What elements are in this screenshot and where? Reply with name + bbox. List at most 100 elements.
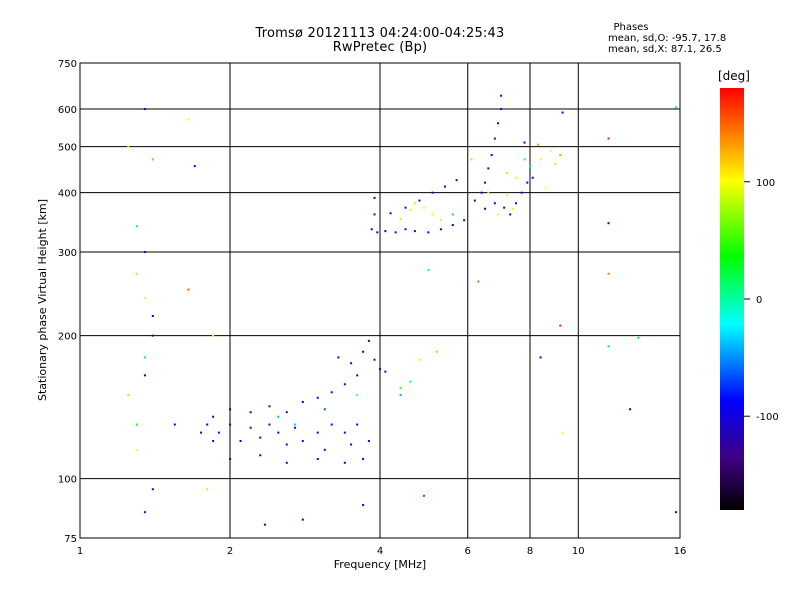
data-point [539,158,542,161]
x-axis-label: Frequency [MHz] [334,558,426,571]
data-point [399,218,402,221]
data-point [337,356,340,359]
data-point [343,461,346,464]
data-point [143,511,146,514]
data-point [422,494,425,497]
data-point [607,345,610,348]
data-point [362,504,365,507]
data-point [285,411,288,414]
data-point [384,370,387,373]
data-point [529,165,531,168]
data-point [451,213,454,216]
x-tick-label: 4 [377,546,383,557]
data-point [549,149,552,152]
data-point [268,405,271,408]
data-point [484,181,487,184]
data-point [389,212,392,215]
data-point [536,143,539,146]
data-point [637,336,640,339]
data-point [356,423,359,426]
y-tick-label: 200 [58,332,77,343]
data-point [143,356,146,359]
data-point [431,213,434,216]
data-point [422,206,425,209]
data-point [356,394,359,397]
colorbar-tick-label: -100 [756,412,779,423]
data-point [367,440,370,443]
data-point [301,401,304,404]
data-point [356,374,359,377]
data-point [316,431,319,434]
data-point [212,415,215,418]
y-axis-label: Stationary phase Virtual Height [km] [36,199,49,401]
y-tick-labels: 75 100 200 300 400 500 600 750 [58,59,77,545]
data-point [362,457,365,460]
data-point [607,272,610,275]
data-point [470,158,473,161]
data-point [526,181,529,184]
data-point [418,358,421,361]
data-point [316,457,319,460]
colorbar [720,88,744,510]
data-point [409,380,412,383]
data-point [193,165,196,168]
data-point [674,106,677,109]
data-point [629,408,632,411]
data-point [523,141,526,144]
data-point [455,179,458,182]
data-point [301,518,304,521]
data-point [399,394,402,397]
data-point [330,423,333,426]
data-point [350,443,353,446]
data-point [512,207,515,210]
data-point [490,154,493,157]
data-point [493,137,496,140]
data-point [451,223,454,226]
data-point [439,219,442,222]
y-tick-label: 300 [58,248,77,259]
data-point [151,315,154,318]
colorbar-label: [deg] [718,69,750,83]
data-point [500,94,503,97]
data-point [293,426,296,429]
data-point [143,374,146,377]
data-point [316,396,319,399]
data-point [263,523,266,526]
x-tick-label: 6 [465,546,471,557]
data-point [285,461,288,464]
data-point [509,213,512,216]
data-point [413,230,416,233]
data-point [330,391,333,394]
data-point [443,185,446,188]
data-point [323,448,326,451]
y-tick-label: 100 [58,475,77,486]
data-point [376,231,379,234]
data-point [399,387,402,390]
data-point [200,431,203,434]
data-point [350,362,353,365]
data-point [413,202,416,205]
data-point [431,191,434,194]
data-point [404,228,407,231]
data-point [427,231,430,234]
data-point [506,194,509,197]
phases-title: Phases [613,22,649,33]
data-point [561,111,564,114]
data-point [187,118,190,121]
data-point [229,423,231,426]
data-point [531,176,534,179]
data-point [370,228,373,231]
x-tick-labels: 1 2 4 6 8 10 16 [77,546,687,557]
data-point [151,158,154,161]
data-point [301,440,304,443]
y-tick-label: 750 [58,59,77,70]
data-point [409,208,412,211]
colorbar-ticks: 100 0 -100 [744,178,779,423]
data-point [127,394,130,397]
data-point [439,228,442,231]
data-point [520,191,523,194]
data-point [343,431,346,434]
data-point [212,440,215,443]
data-point [135,272,138,275]
